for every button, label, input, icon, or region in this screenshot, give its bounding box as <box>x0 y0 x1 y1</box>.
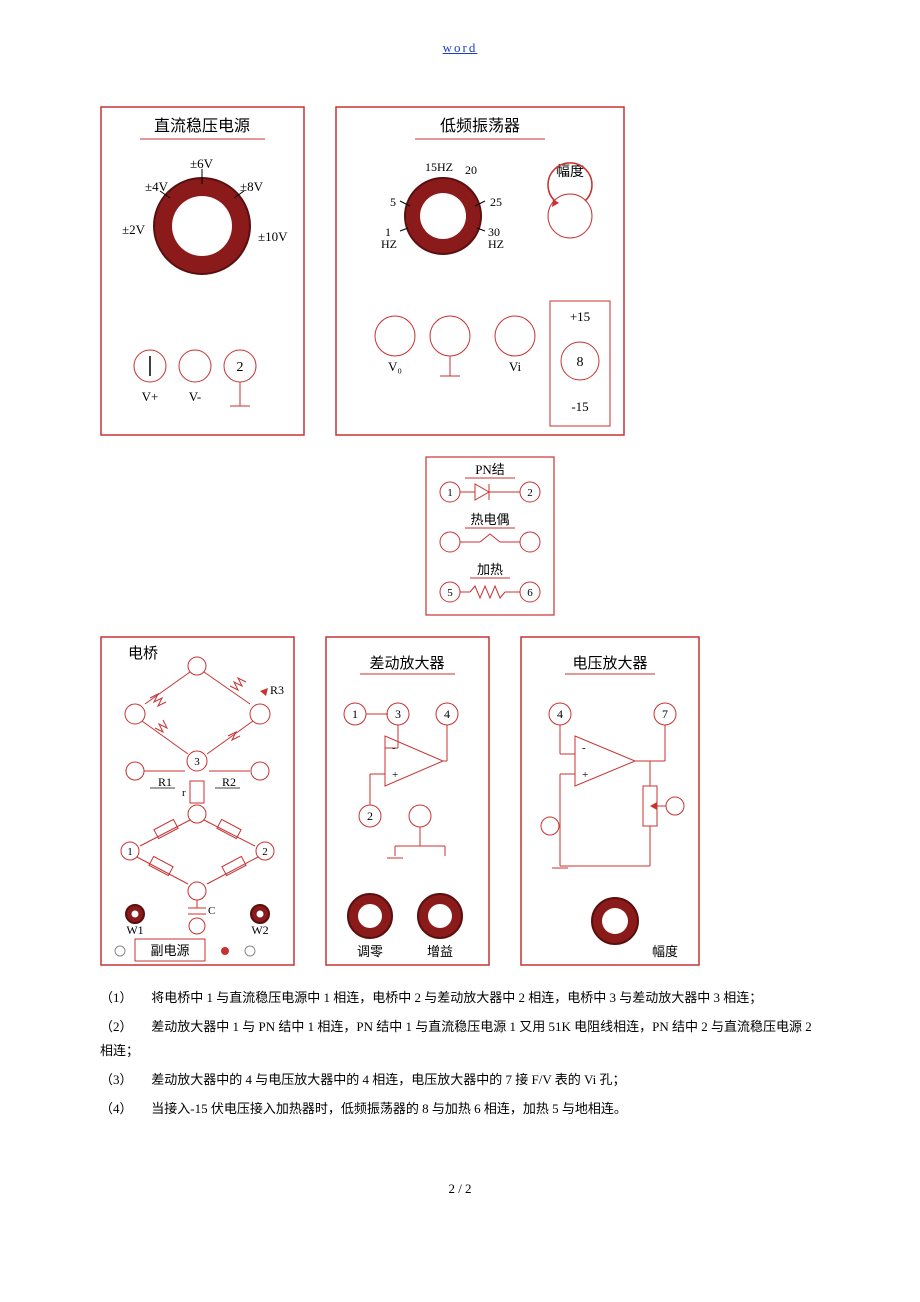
instruction-2: （2） 差动放大器中 1 与 PN 结中 1 相连，PN 结中 1 与直流稳压电… <box>100 1015 820 1064</box>
svg-text:±4V: ±4V <box>145 179 169 194</box>
instruction-3: （3） 差动放大器中的 4 与电压放大器中的 4 相连，电压放大器中的 7 接 … <box>100 1068 820 1093</box>
svg-text:HZ: HZ <box>488 237 504 251</box>
svg-text:6: 6 <box>527 587 533 599</box>
inst-num-2: （2） <box>100 1015 148 1040</box>
svg-text:3: 3 <box>395 707 401 721</box>
svg-text:W1: W1 <box>126 923 143 937</box>
svg-text:20: 20 <box>465 163 477 177</box>
header-link[interactable]: word <box>100 40 820 56</box>
svg-text:V-: V- <box>189 389 202 404</box>
svg-text:2: 2 <box>262 846 268 858</box>
inst-text-1: 将电桥中 1 与直流稳压电源中 1 相连，电桥中 2 与差动放大器中 2 相连，… <box>151 990 762 1005</box>
svg-text:1: 1 <box>352 707 358 721</box>
svg-text:±10V: ±10V <box>258 229 288 244</box>
svg-text:8: 8 <box>577 355 584 370</box>
svg-text:W2: W2 <box>251 923 268 937</box>
svg-text:电桥: 电桥 <box>128 645 158 662</box>
svg-text:±6V: ±6V <box>190 156 214 171</box>
svg-text:电压放大器: 电压放大器 <box>572 655 647 672</box>
row-1: 直流稳压电源 ±2V ±4V ±6V ±8V ±10V V+ V- 2 低频振荡… <box>100 106 820 436</box>
svg-text:3: 3 <box>194 756 200 768</box>
svg-text:2: 2 <box>237 360 244 375</box>
svg-text:-: - <box>582 742 586 754</box>
svg-text:差动放大器: 差动放大器 <box>369 655 444 672</box>
svg-text:调零: 调零 <box>357 944 383 959</box>
instruction-4: （4） 当接入-15 伏电压接入加热器时，低频振荡器的 8 与加热 6 相连，加… <box>100 1097 820 1122</box>
inst-text-4: 当接入-15 伏电压接入加热器时，低频振荡器的 8 与加热 6 相连，加热 5 … <box>151 1101 627 1116</box>
svg-text:7: 7 <box>662 707 668 721</box>
footer-page: 2 / 2 <box>100 1181 820 1197</box>
svg-text:1: 1 <box>127 846 133 858</box>
svg-text:+: + <box>392 769 398 781</box>
inst-num-1: （1） <box>100 986 148 1011</box>
oscillator-panel: 低频振荡器 1 HZ 5 15HZ 20 25 30 HZ 幅度 V₀ Vi +… <box>335 106 625 436</box>
inst-num-4: （4） <box>100 1097 148 1122</box>
svg-text:-15: -15 <box>571 399 588 414</box>
svg-text:V₀: V₀ <box>388 359 402 374</box>
svg-text:R2: R2 <box>222 775 236 789</box>
volt-amp-panel: 电压放大器 4 7 - + 幅度 <box>520 636 700 966</box>
svg-text:Vi: Vi <box>509 359 522 374</box>
svg-text:PN结: PN结 <box>475 462 505 477</box>
inst-num-3: （3） <box>100 1068 148 1093</box>
instructions: （1） 将电桥中 1 与直流稳压电源中 1 相连，电桥中 2 与差动放大器中 2… <box>100 986 820 1121</box>
svg-text:r: r <box>182 787 186 799</box>
row-3: 电桥 R3 3 R1 R2 r 1 2 <box>100 636 820 966</box>
svg-text:增益: 增益 <box>427 944 453 959</box>
svg-text:5: 5 <box>447 587 453 599</box>
svg-text:5: 5 <box>390 195 396 209</box>
svg-text:V+: V+ <box>142 389 159 404</box>
oscillator-title: 低频振荡器 <box>440 117 520 135</box>
dc-power-title: 直流稳压电源 <box>154 117 250 135</box>
svg-text:C: C <box>208 905 215 917</box>
instruction-1: （1） 将电桥中 1 与直流稳压电源中 1 相连，电桥中 2 与差动放大器中 2… <box>100 986 820 1011</box>
inst-text-3: 差动放大器中的 4 与电压放大器中的 4 相连，电压放大器中的 7 接 F/V … <box>151 1072 625 1087</box>
svg-text:加热: 加热 <box>477 562 503 577</box>
svg-text:1: 1 <box>447 487 453 499</box>
dc-power-panel: 直流稳压电源 ±2V ±4V ±6V ±8V ±10V V+ V- 2 <box>100 106 305 436</box>
bridge-panel: 电桥 R3 3 R1 R2 r 1 2 <box>100 636 295 966</box>
svg-text:±2V: ±2V <box>122 222 146 237</box>
svg-text:R3: R3 <box>270 683 284 697</box>
svg-text:幅度: 幅度 <box>556 164 584 180</box>
sensor-panel: PN结 1 2 热电偶 加热 5 6 <box>425 456 555 616</box>
svg-text:热电偶: 热电偶 <box>470 512 509 527</box>
svg-text:4: 4 <box>557 707 563 721</box>
svg-text:+15: +15 <box>570 309 590 324</box>
svg-text:+: + <box>582 769 588 781</box>
svg-text:2: 2 <box>367 809 373 823</box>
svg-text:幅度: 幅度 <box>652 944 678 959</box>
svg-text:15HZ: 15HZ <box>425 160 453 174</box>
diff-amp-panel: 差动放大器 1 3 4 - + 2 调零 增益 <box>325 636 490 966</box>
svg-text:R1: R1 <box>158 775 172 789</box>
svg-text:副电源: 副电源 <box>150 943 189 958</box>
svg-text:4: 4 <box>444 707 450 721</box>
svg-text:25: 25 <box>490 195 502 209</box>
row-2: PN结 1 2 热电偶 加热 5 6 <box>100 456 820 616</box>
svg-text:2: 2 <box>527 487 533 499</box>
inst-text-2: 差动放大器中 1 与 PN 结中 1 相连，PN 结中 1 与直流稳压电源 1 … <box>100 1019 812 1059</box>
svg-text:HZ: HZ <box>381 237 397 251</box>
